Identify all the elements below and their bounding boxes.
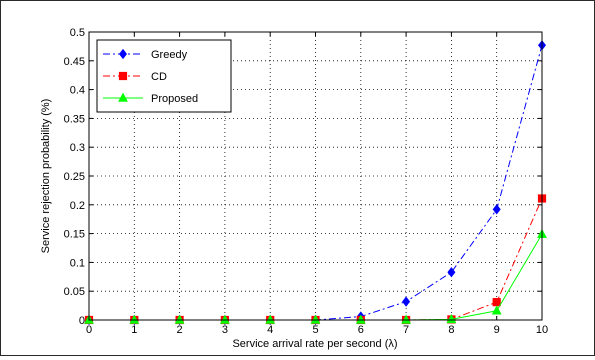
plot-frame	[88, 31, 543, 321]
data-point-proposed	[446, 313, 457, 324]
y-tick-label: 0.05	[64, 286, 85, 298]
tick-labels: 0 1 2 3 4 5 6 7 8 9 10 0 0.05 0.1 0.15 0.2 0.25 0.3 0.35 0.…	[64, 27, 549, 336]
data-point-proposed	[491, 305, 502, 315]
y-tick-label: 0.35	[64, 113, 85, 125]
x-tick-label: 3	[222, 324, 228, 336]
data-point-proposed	[129, 314, 140, 324]
legend-marker-proposed	[118, 92, 128, 102]
data-point-proposed	[265, 314, 276, 324]
y-tick-label: 0.25	[64, 171, 85, 183]
y-tick-label: 0.4	[70, 85, 85, 97]
x-tick-label: 7	[403, 324, 409, 336]
y-tick-label: 0.1	[70, 257, 85, 269]
y-tick-label: 0.3	[70, 142, 85, 154]
legend-label-cd: CD	[151, 71, 167, 83]
x-tick-label: 5	[312, 324, 318, 336]
x-tick-label: 10	[536, 324, 548, 336]
y-tick-label: 0.2	[70, 200, 85, 212]
legend-marker-greedy	[118, 48, 128, 60]
data-point-cd	[492, 298, 501, 307]
data-point-proposed	[355, 314, 366, 324]
legend-label-greedy: Greedy	[151, 49, 188, 61]
data-point-greedy	[402, 296, 411, 307]
x-tick-label: 6	[358, 324, 364, 336]
data-point-proposed	[219, 314, 230, 324]
legend-marker-cd	[118, 71, 128, 81]
y-tick-label: 0.5	[70, 27, 85, 39]
x-tick-label: 2	[177, 324, 183, 336]
data-point-proposed	[174, 314, 185, 324]
data-point-proposed	[310, 314, 321, 324]
x-tick-label: 1	[131, 324, 137, 336]
y-tick-label: 0.15	[64, 229, 85, 241]
legend-label-proposed: Proposed	[151, 93, 198, 105]
x-tick-label: 0	[86, 324, 92, 336]
y-axis-label: Service rejection probability (%)	[40, 99, 52, 254]
y-tick-label: 0	[79, 315, 85, 327]
data-point-greedy	[492, 204, 501, 215]
x-tick-label: 4	[267, 324, 273, 336]
data-point-greedy	[447, 267, 456, 278]
legend: Greedy CD Proposed	[96, 39, 232, 113]
x-axis-label: Service arrival rate per second (λ)	[232, 338, 397, 350]
y-tick-label: 0.45	[64, 56, 85, 68]
data-point-proposed	[401, 314, 412, 324]
x-tick-label: 8	[448, 324, 454, 336]
x-tick-label: 9	[494, 324, 500, 336]
